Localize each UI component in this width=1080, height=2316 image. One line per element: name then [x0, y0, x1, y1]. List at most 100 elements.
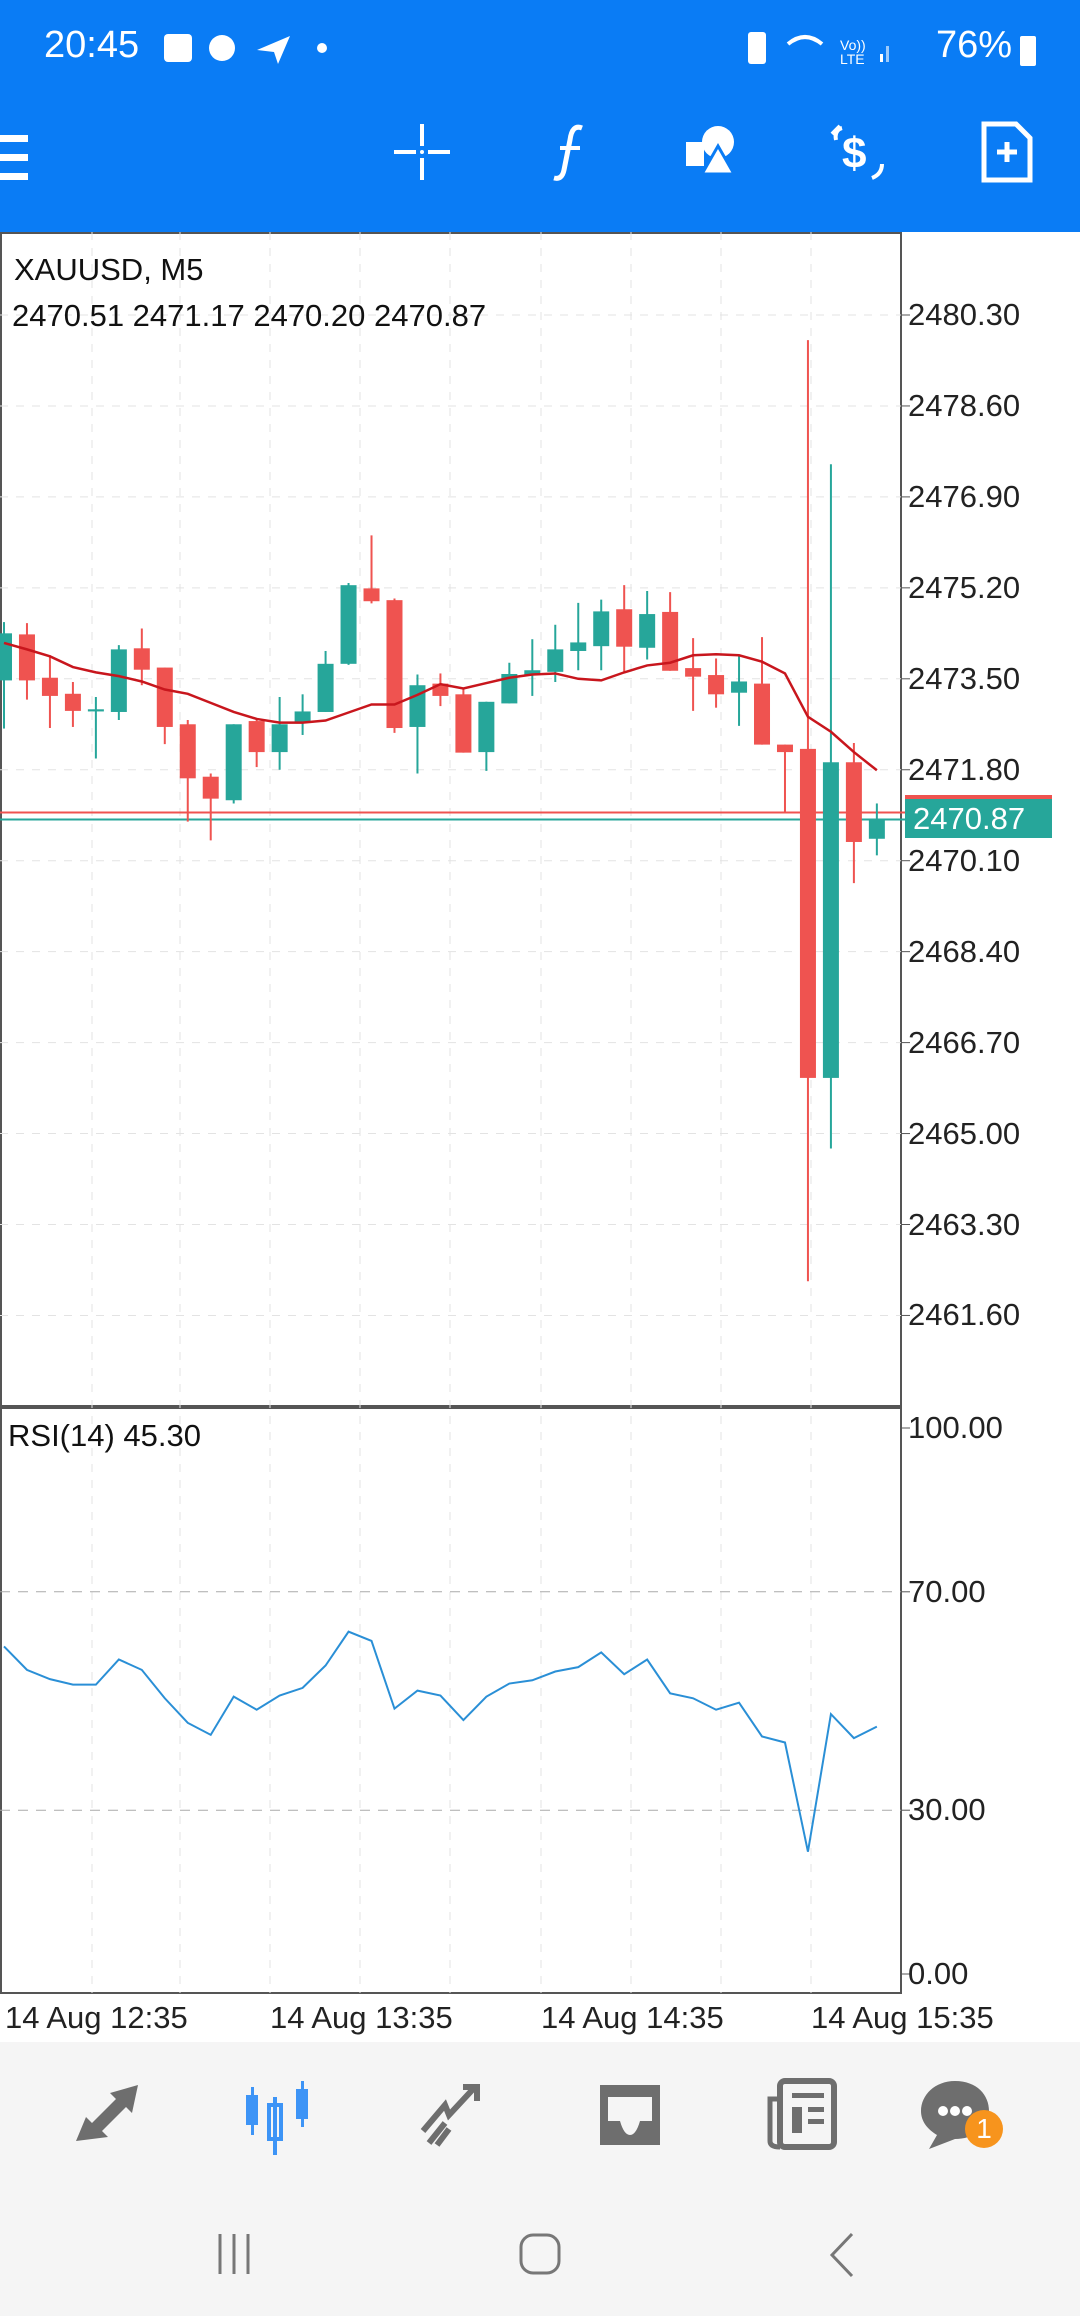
candle [822, 464, 839, 1149]
news-icon[interactable] [762, 2075, 842, 2155]
candle-body [754, 683, 771, 745]
candle [87, 696, 104, 759]
candle [616, 585, 633, 672]
candle [133, 628, 150, 686]
candle [593, 599, 610, 671]
back-icon[interactable] [826, 2232, 856, 2278]
home-icon[interactable] [518, 2232, 562, 2276]
candle-body [179, 724, 196, 779]
chart-tab-icon[interactable] [240, 2075, 320, 2155]
menu-icon[interactable] [0, 135, 30, 181]
battery-icon [1020, 36, 1036, 66]
candle-body [294, 711, 311, 723]
chart-canvas[interactable] [0, 232, 1080, 2042]
crosshair-icon[interactable] [390, 120, 454, 184]
candle [41, 655, 58, 729]
candle-body [248, 721, 265, 753]
svg-text:Vo)): Vo)) [840, 37, 866, 53]
rsi-axis-label: 70.00 [908, 1573, 986, 1609]
candle-body [799, 748, 816, 1078]
history-icon[interactable] [590, 2075, 670, 2155]
price-axis-label: 2461.60 [908, 1297, 1021, 1333]
current-price-label: 2470.87 [905, 795, 1052, 838]
candle-body [133, 648, 150, 670]
rsi-axis-label: 30.00 [908, 1792, 986, 1828]
candle [685, 638, 702, 711]
notification-icons [164, 34, 327, 64]
trade-tab-icon[interactable] [415, 2075, 495, 2155]
candle [110, 645, 127, 720]
candle [202, 773, 219, 841]
candle [501, 662, 518, 704]
status-bar: 20:45 Vo)) LTE 76% [0, 0, 1080, 95]
candle [18, 623, 35, 700]
price-axis-label: 2480.30 [908, 297, 1021, 332]
candle [731, 655, 748, 726]
price-axis-label: 2463.30 [908, 1206, 1021, 1242]
candle-body [317, 663, 334, 712]
rsi-axis-label: 0.00 [908, 1956, 969, 1991]
candle-body [616, 609, 633, 647]
candle [340, 583, 357, 665]
trade-icon[interactable]: $ [826, 120, 890, 184]
time-axis-label: 14 Aug 14:35 [541, 2000, 724, 2035]
price-axis-label: 2470.10 [908, 842, 1021, 878]
candle-body [64, 693, 81, 711]
candle-body [593, 611, 610, 647]
price-axis-label: 2468.40 [908, 933, 1021, 969]
price-axis-label: 2478.60 [908, 387, 1021, 423]
candle [639, 591, 656, 660]
candle-body [386, 600, 403, 729]
symbol-label: XAUUSD, M5 [14, 252, 204, 287]
candle-body [639, 614, 656, 648]
candle-body [363, 588, 380, 602]
new-order-icon[interactable] [976, 120, 1040, 184]
candle-body [41, 677, 58, 696]
candle-body [868, 819, 885, 839]
time-axis-label: 14 Aug 15:35 [811, 2000, 994, 2035]
bottom-nav [0, 2042, 1080, 2316]
candle [478, 701, 495, 771]
price-axis-label: 2466.70 [908, 1024, 1021, 1060]
candle-body [731, 681, 748, 693]
candle [64, 682, 81, 727]
recent-apps-icon[interactable] [214, 2232, 254, 2276]
candle-body [547, 649, 564, 672]
indicators-icon[interactable] [538, 120, 602, 184]
candle-body [685, 668, 702, 677]
candle-body [662, 611, 679, 671]
rsi-line [3, 1630, 878, 1852]
candle-body [110, 649, 127, 712]
objects-icon[interactable] [682, 120, 746, 184]
rsi-panel-frame [0, 1407, 902, 1994]
candle-body [776, 744, 793, 753]
price-axis-label: 2475.20 [908, 569, 1021, 605]
candle-body [271, 724, 288, 753]
candle [754, 637, 771, 745]
price-axis-label: 2465.00 [908, 1115, 1021, 1151]
candle-body [87, 709, 104, 712]
time-axis-label: 14 Aug 13:35 [270, 2000, 453, 2035]
status-time: 20:45 [44, 24, 140, 66]
candle-body [845, 762, 862, 842]
candle [524, 639, 541, 696]
battery-level: 76% [935, 24, 1012, 66]
ohlc-readout: 2470.51 2471.17 2470.20 2470.87 [12, 298, 487, 333]
price-axis-label: 2476.90 [908, 478, 1021, 514]
candle [156, 667, 173, 745]
candle [294, 694, 311, 735]
candle-body [708, 675, 725, 695]
candle [409, 674, 426, 774]
quotes-icon[interactable] [70, 2075, 150, 2155]
candle [455, 689, 472, 753]
candle [845, 743, 862, 884]
candle [662, 592, 679, 671]
candle [570, 602, 587, 671]
moving-average-line [3, 641, 878, 772]
candle [248, 718, 265, 768]
price-axis-label: 2471.80 [908, 751, 1021, 787]
candle-body [570, 642, 587, 651]
candle [776, 744, 793, 813]
candle-body [524, 670, 541, 676]
candle [386, 598, 403, 733]
